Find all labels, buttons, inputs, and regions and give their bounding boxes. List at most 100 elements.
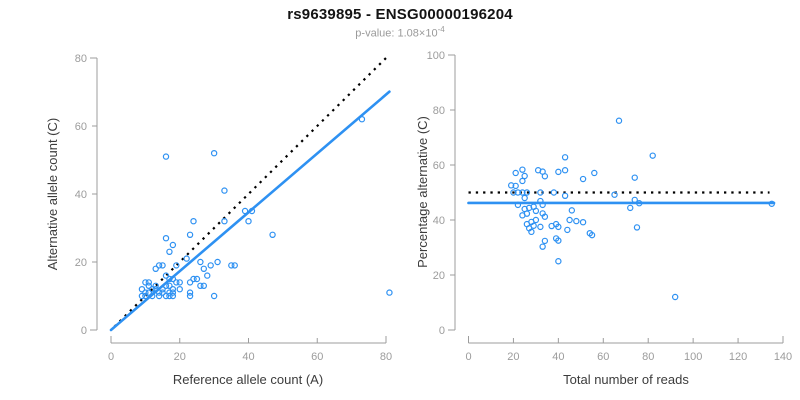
data-point: [541, 173, 549, 180]
data-point: [155, 292, 163, 300]
x-tick-label: 80: [380, 351, 392, 363]
data-point: [523, 189, 531, 196]
data-point: [579, 218, 587, 226]
data-point: [183, 255, 190, 262]
data-point: [169, 275, 177, 283]
data-point: [149, 286, 156, 293]
data-point: [197, 258, 204, 266]
x-tick-label: 140: [774, 351, 792, 363]
data-point: [200, 282, 208, 289]
data-point: [248, 207, 256, 215]
data-point: [386, 289, 393, 296]
data-point: [166, 289, 173, 296]
data-point: [245, 217, 252, 225]
data-point: [555, 237, 562, 244]
data-point: [138, 286, 146, 293]
data-point: [521, 194, 528, 202]
data-point: [564, 226, 571, 234]
left-scatter-plot: Alternative allele count (C) Reference a…: [45, 53, 393, 387]
data-point: [561, 154, 569, 161]
data-point: [523, 210, 531, 217]
data-point: [555, 223, 562, 231]
data-point: [142, 289, 149, 296]
data-point: [532, 207, 540, 215]
x-tick-label: 20: [174, 351, 186, 363]
left-x-axis-title: Reference allele count (A): [173, 372, 323, 387]
data-point: [591, 169, 598, 177]
data-point: [176, 279, 183, 286]
data-point: [588, 231, 596, 239]
x-tick-label: 40: [242, 351, 254, 363]
y-tick-label: 60: [75, 121, 87, 133]
data-point: [166, 282, 173, 289]
data-point: [555, 258, 562, 265]
data-point: [186, 231, 194, 238]
data-point: [162, 272, 170, 279]
data-point: [169, 286, 177, 293]
data-point: [166, 292, 173, 300]
data-point: [190, 275, 197, 283]
x-tick-label: 0: [465, 351, 471, 363]
x-tick-label: 20: [507, 351, 519, 363]
page-title: rs9639895 - ENSG00000196204: [287, 6, 513, 23]
data-point: [615, 117, 623, 124]
data-point: [138, 292, 146, 300]
y-tick-label: 80: [75, 53, 87, 65]
data-point: [176, 286, 183, 293]
data-point: [149, 292, 156, 300]
p-value-text: p-value: 1.08×10: [355, 27, 438, 40]
x-tick-label: 40: [552, 351, 564, 363]
data-point: [169, 292, 177, 300]
data-point: [507, 182, 515, 189]
x-tick-label: 120: [729, 351, 747, 363]
data-point: [186, 289, 194, 296]
p-value-subtitle: p-value: 1.08×10-4: [0, 25, 800, 40]
data-point: [145, 279, 153, 286]
data-point: [521, 172, 528, 180]
data-point: [169, 241, 177, 249]
data-point: [561, 192, 569, 199]
data-point: [162, 153, 170, 160]
data-point: [539, 243, 546, 250]
data-point: [221, 187, 228, 194]
data-point: [671, 293, 679, 301]
data-point: [204, 272, 211, 279]
data-point: [519, 189, 526, 196]
y-tick-label: 0: [81, 325, 87, 337]
data-point: [631, 196, 638, 204]
data-point: [528, 228, 535, 236]
data-point: [550, 189, 558, 196]
data-point: [214, 258, 221, 266]
data-point: [573, 217, 580, 225]
data-point: [142, 292, 149, 300]
data-point: [228, 262, 235, 269]
data-point: [512, 169, 519, 177]
data-point: [210, 149, 218, 157]
data-point: [768, 200, 775, 207]
data-point: [142, 279, 149, 286]
left-y-axis-title: Alternative allele count (C): [45, 118, 60, 270]
data-point: [537, 223, 544, 231]
data-point: [152, 286, 159, 293]
data-point: [512, 182, 519, 190]
data-point: [152, 282, 159, 289]
y-tick-label: 80: [433, 105, 445, 117]
data-point: [159, 262, 166, 269]
y-tick-label: 40: [75, 189, 87, 201]
data-point: [649, 152, 656, 159]
x-tick-label: 80: [642, 351, 654, 363]
data-point: [627, 204, 634, 212]
y-tick-label: 100: [427, 50, 445, 62]
data-point: [541, 213, 549, 220]
data-point: [579, 175, 587, 183]
data-point: [190, 217, 197, 225]
data-point: [633, 224, 641, 231]
data-point: [159, 289, 166, 296]
x-tick-label: 100: [684, 351, 702, 363]
identity-line: [113, 53, 391, 328]
data-point: [548, 222, 555, 230]
data-point: [566, 216, 573, 224]
y-tick-label: 40: [433, 215, 445, 227]
